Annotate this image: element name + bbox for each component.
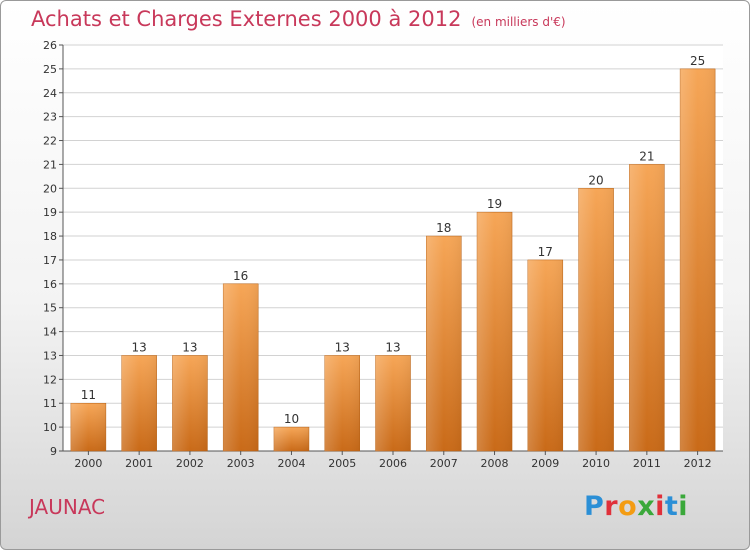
y-tick-label: 10 — [43, 421, 57, 434]
x-tick-label: 2001 — [125, 457, 153, 470]
bar-shine — [375, 355, 411, 451]
data-label: 16 — [233, 269, 248, 283]
y-tick-label: 24 — [43, 87, 57, 100]
data-label: 13 — [335, 340, 350, 354]
unit-label: (en milliers d'€) — [471, 15, 566, 29]
x-axis: 2000 2001 2002 2003 2004 2005 2006 2007 2008 2009… — [74, 451, 712, 470]
data-label: 17 — [538, 245, 553, 259]
x-tick-label: 2005 — [328, 457, 356, 470]
y-tick-label: 20 — [43, 182, 57, 195]
data-label: 13 — [132, 340, 147, 354]
x-tick-label: 2000 — [74, 457, 102, 470]
y-tick-label: 17 — [43, 254, 57, 267]
y-tick-label: 21 — [43, 158, 57, 171]
bar-shine — [172, 355, 208, 451]
x-tick-label: 2003 — [227, 457, 255, 470]
x-tick-label: 2004 — [277, 457, 305, 470]
title-text: Achats et Charges Externes 2000 à 2012 — [31, 7, 462, 31]
place-name: JAUNAC — [29, 495, 106, 519]
y-tick-label: 23 — [43, 111, 57, 124]
x-tick-label: 2006 — [379, 457, 407, 470]
y-tick-label: 15 — [43, 302, 57, 315]
chart-title: Achats et Charges Externes 2000 à 2012 (e… — [31, 7, 566, 31]
bar-shine — [527, 259, 563, 451]
data-label: 21 — [639, 149, 654, 163]
data-label: 11 — [81, 388, 96, 402]
data-label: 10 — [284, 412, 299, 426]
logo-letter: i — [655, 491, 665, 522]
data-label: 19 — [487, 197, 502, 211]
logo-letter: t — [664, 491, 679, 522]
bar-shine — [680, 68, 716, 451]
bar-shine — [70, 403, 106, 451]
x-tick-label: 2010 — [582, 457, 610, 470]
logo-letter: x — [637, 491, 656, 522]
bar-shine — [426, 236, 462, 451]
bars: 11 13 13 16 10 13 13 18 19 17 20 21 25 — [70, 54, 716, 452]
data-label: 13 — [385, 340, 400, 354]
data-label: 13 — [182, 340, 197, 354]
bar-shine — [629, 164, 665, 452]
y-tick-label: 22 — [43, 135, 57, 148]
y-tick-label: 13 — [43, 349, 57, 362]
x-tick-label: 2002 — [176, 457, 204, 470]
y-tick-label: 19 — [43, 206, 57, 219]
y-tick-label: 14 — [43, 326, 57, 339]
data-label: 18 — [436, 221, 451, 235]
proxiti-logo: Proxiti — [584, 491, 688, 522]
bar-shine — [223, 283, 259, 451]
y-tick-label: 16 — [43, 278, 57, 291]
y-tick-label: 26 — [43, 39, 57, 52]
bar-shine — [578, 188, 614, 451]
bar-shine — [121, 355, 157, 451]
y-tick-label: 25 — [43, 63, 57, 76]
y-tick-label: 12 — [43, 373, 57, 386]
logo-letter: r — [604, 491, 619, 522]
logo-letter: i — [678, 491, 689, 522]
bar-shine — [324, 355, 360, 451]
x-tick-label: 2007 — [430, 457, 458, 470]
data-label: 20 — [588, 173, 603, 187]
logo-letter: P — [584, 491, 605, 522]
y-tick-label: 18 — [43, 230, 57, 243]
y-tick-label: 11 — [43, 397, 57, 410]
data-label: 25 — [690, 54, 705, 68]
x-tick-label: 2011 — [633, 457, 661, 470]
bar-shine — [273, 427, 309, 451]
x-tick-label: 2008 — [481, 457, 509, 470]
x-tick-label: 2012 — [684, 457, 712, 470]
x-tick-label: 2009 — [531, 457, 559, 470]
logo-letter: o — [618, 491, 638, 522]
y-tick-label: 9 — [50, 445, 57, 458]
bar-shine — [477, 212, 513, 451]
